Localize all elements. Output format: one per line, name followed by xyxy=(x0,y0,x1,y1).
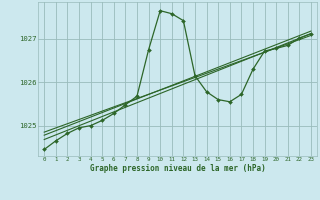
X-axis label: Graphe pression niveau de la mer (hPa): Graphe pression niveau de la mer (hPa) xyxy=(90,164,266,173)
